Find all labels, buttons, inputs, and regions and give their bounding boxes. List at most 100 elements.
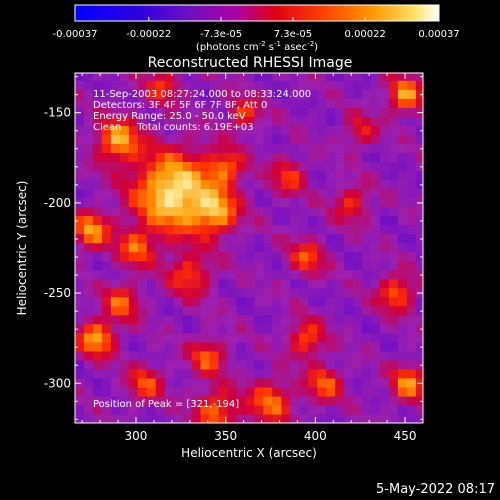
heatmap-cell — [119, 134, 130, 144]
heatmap-cell — [209, 404, 220, 415]
heatmap-cell — [245, 98, 255, 108]
heatmap-cell — [200, 125, 211, 135]
heatmap-cell — [101, 73, 112, 81]
heatmap-cell — [182, 80, 193, 90]
heatmap-cell — [397, 125, 408, 135]
heatmap-cell — [173, 188, 184, 199]
heatmap-cell — [406, 116, 417, 126]
heatmap-cell — [182, 179, 193, 190]
heatmap-cell — [263, 179, 273, 190]
heatmap-cell — [218, 395, 229, 406]
heatmap-cell — [92, 170, 103, 181]
heatmap-cell — [326, 233, 336, 244]
heatmap-cell — [290, 152, 300, 163]
heatmap-cell — [173, 125, 184, 135]
heatmap-cell — [326, 116, 336, 126]
heatmap-cell — [406, 359, 417, 370]
heatmap-cell — [164, 125, 175, 135]
heatmap-cell — [281, 269, 291, 280]
heatmap-cell — [75, 395, 85, 406]
heatmap-cell — [317, 305, 327, 316]
heatmap-cell — [227, 73, 238, 81]
heatmap-cell — [379, 134, 390, 144]
heatmap-cell — [209, 161, 220, 172]
heatmap-cell — [362, 287, 372, 298]
heatmap-cell — [110, 179, 121, 190]
heatmap-cell — [353, 197, 363, 208]
heatmap-cell — [92, 206, 103, 217]
heatmap-cell — [236, 233, 247, 244]
heatmap-cell — [173, 206, 184, 217]
heatmap-cell — [209, 413, 220, 423]
heatmap-cell — [155, 269, 166, 280]
heatmap-cell — [191, 179, 202, 190]
heatmap-cell — [164, 377, 175, 388]
heatmap-cell — [209, 107, 220, 117]
heatmap-cell — [254, 404, 264, 415]
heatmap-cell — [119, 368, 130, 379]
heatmap-cell — [182, 215, 193, 226]
heatmap-cell — [128, 125, 139, 135]
heatmap-cell — [110, 152, 121, 163]
heatmap-cell — [281, 233, 291, 244]
heatmap-cell — [101, 125, 112, 135]
heatmap-cell — [344, 107, 354, 117]
heatmap-cell — [236, 161, 247, 172]
heatmap-cell — [272, 296, 282, 307]
heatmap-cell — [344, 332, 354, 343]
heatmap-cell — [290, 143, 300, 153]
heatmap-cell — [379, 251, 390, 262]
heatmap-cell — [308, 287, 318, 298]
heatmap-cell — [101, 80, 112, 90]
heatmap-cell — [263, 323, 273, 334]
heatmap-cell — [415, 386, 423, 397]
heatmap-cell — [119, 323, 130, 334]
heatmap-cell — [290, 287, 300, 298]
heatmap-cell — [155, 188, 166, 199]
heatmap-cell — [92, 413, 103, 423]
heatmap-cell — [173, 269, 184, 280]
heatmap-cell — [146, 395, 157, 406]
heatmap-cell — [218, 278, 229, 289]
heatmap-cell — [326, 323, 336, 334]
heatmap-cell — [281, 341, 291, 352]
heatmap-cell — [209, 368, 220, 379]
heatmap-cell — [406, 278, 417, 289]
heatmap-cell — [128, 116, 139, 126]
heatmap-cell — [299, 152, 309, 163]
heatmap-cell — [110, 98, 121, 108]
heatmap-cell — [362, 197, 372, 208]
heatmap-cell — [362, 368, 372, 379]
heatmap-cell — [110, 143, 121, 153]
heatmap-cell — [209, 143, 220, 153]
heatmap-cell — [317, 197, 327, 208]
heatmap-cell — [415, 404, 423, 415]
heatmap-cell — [155, 395, 166, 406]
heatmap-cell — [200, 341, 211, 352]
heatmap-cell — [101, 323, 112, 334]
heatmap-cell — [370, 251, 381, 262]
heatmap-cell — [209, 350, 220, 361]
heatmap-cell — [182, 386, 193, 397]
heatmap-cell — [146, 377, 157, 388]
heatmap-cell — [92, 395, 103, 406]
heatmap-cell — [415, 332, 423, 343]
heatmap-cell — [209, 296, 220, 307]
heatmap-cell — [245, 179, 255, 190]
heatmap-cell — [200, 278, 211, 289]
heatmap-cell — [83, 170, 94, 181]
heatmap-cell — [182, 359, 193, 370]
heatmap-cell — [101, 359, 112, 370]
heatmap-cell — [236, 73, 247, 81]
heatmap-cell — [110, 269, 121, 280]
heatmap-cell — [290, 98, 300, 108]
heatmap-cell — [128, 287, 139, 298]
heatmap-cell — [254, 323, 264, 334]
heatmap-cell — [92, 224, 103, 235]
heatmap-cell — [263, 107, 273, 117]
heatmap-cell — [200, 206, 211, 217]
heatmap-cell — [370, 260, 381, 271]
heatmap-cell — [128, 89, 139, 99]
heatmap-cell — [227, 332, 238, 343]
heatmap-cell — [209, 116, 220, 126]
